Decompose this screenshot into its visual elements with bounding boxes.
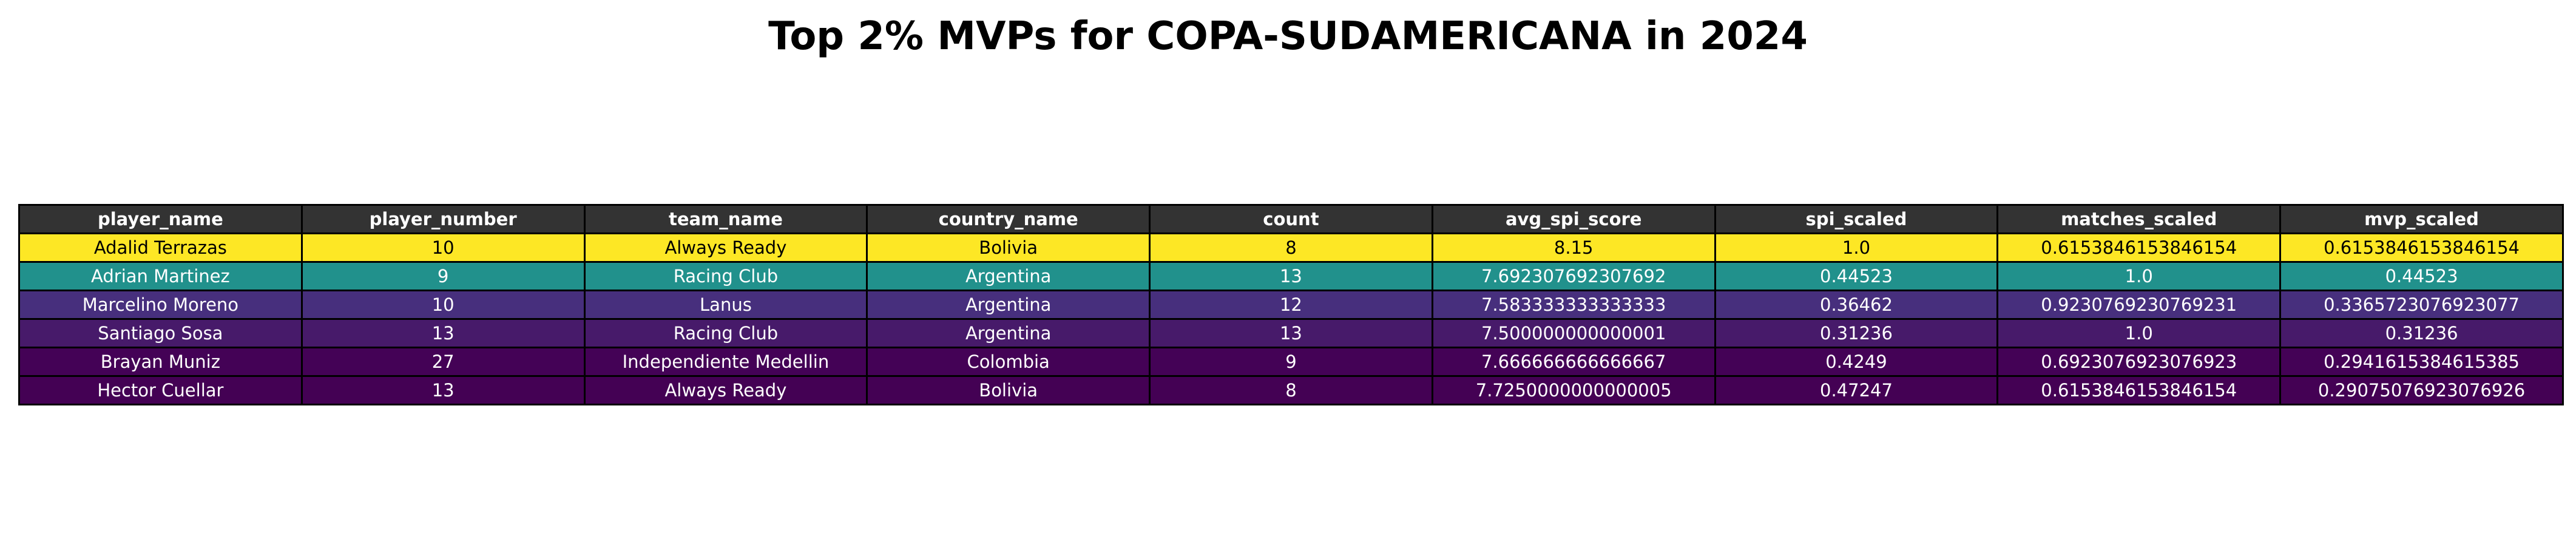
table-row: Santiago Sosa 13 Racing Club Argentina 13 7.5… xyxy=(18,318,2564,348)
table-cell-player-number: 10 xyxy=(300,232,586,263)
table-row: Adrian Martinez 9 Racing Club Argentina 13 7.… xyxy=(18,261,2564,291)
table-cell-country-name: Argentina xyxy=(866,290,1151,320)
table-cell-spi-scaled: 0.47247 xyxy=(1714,375,1999,405)
table-cell-mvp-scaled: 0.2941615384615385 xyxy=(2279,347,2564,377)
column-header-count: count xyxy=(1149,204,1433,234)
table-cell-spi-scaled: 1.0 xyxy=(1714,232,1999,263)
table-cell-matches-scaled: 0.6923076923076923 xyxy=(1996,347,2282,377)
table-cell-country-name: Bolivia xyxy=(866,375,1151,405)
table-cell-spi-scaled: 0.4249 xyxy=(1714,347,1999,377)
table-cell-matches-scaled: 0.6153846153846154 xyxy=(1996,375,2282,405)
table-cell-country-name: Colombia xyxy=(866,347,1151,377)
table-row: Adalid Terrazas 10 Always Ready Bolivia 8 8.1… xyxy=(18,232,2564,263)
table-cell-team-name: Lanus xyxy=(583,290,868,320)
table-cell-avg-spi-score: 7.583333333333333 xyxy=(1431,290,1716,320)
table-cell-spi-scaled: 0.36462 xyxy=(1714,290,1999,320)
table-cell-player-name: Brayan Muniz xyxy=(18,347,303,377)
table-cell-player-name: Marcelino Moreno xyxy=(18,290,303,320)
table-cell-matches-scaled: 0.6153846153846154 xyxy=(1996,232,2282,263)
table-cell-player-name: Adrian Martinez xyxy=(18,261,303,291)
table-cell-matches-scaled: 1.0 xyxy=(1996,318,2282,348)
table-cell-player-name: Adalid Terrazas xyxy=(18,232,303,263)
column-header-spi-scaled: spi_scaled xyxy=(1714,204,1999,234)
column-header-matches-scaled: matches_scaled xyxy=(1996,204,2282,234)
table-cell-player-number: 27 xyxy=(300,347,586,377)
table-cell-matches-scaled: 0.9230769230769231 xyxy=(1996,290,2282,320)
column-header-player-number: player_number xyxy=(300,204,586,234)
table-cell-country-name: Bolivia xyxy=(866,232,1151,263)
table-row: Hector Cuellar 13 Always Ready Bolivia 8 7.72… xyxy=(18,375,2564,405)
table-row: Brayan Muniz 27 Independiente Medellin Colo… xyxy=(18,347,2564,377)
table-cell-mvp-scaled: 0.29075076923076926 xyxy=(2279,375,2564,405)
column-header-mvp-scaled: mvp_scaled xyxy=(2279,204,2564,234)
table-cell-count: 12 xyxy=(1149,290,1433,320)
table-cell-player-number: 10 xyxy=(300,290,586,320)
table-cell-avg-spi-score: 7.692307692307692 xyxy=(1431,261,1716,291)
column-header-player-name: player_name xyxy=(18,204,303,234)
table-cell-mvp-scaled: 0.3365723076923077 xyxy=(2279,290,2564,320)
table-cell-count: 8 xyxy=(1149,375,1433,405)
table-row: Marcelino Moreno 10 Lanus Argentina 12 7.5833… xyxy=(18,290,2564,320)
table-cell-player-name: Santiago Sosa xyxy=(18,318,303,348)
table-cell-spi-scaled: 0.44523 xyxy=(1714,261,1999,291)
table-cell-player-number: 13 xyxy=(300,318,586,348)
table-cell-team-name: Always Ready xyxy=(583,232,868,263)
column-header-avg-spi-score: avg_spi_score xyxy=(1431,204,1716,234)
table-cell-player-number: 9 xyxy=(300,261,586,291)
column-header-team-name: team_name xyxy=(583,204,868,234)
table-cell-matches-scaled: 1.0 xyxy=(1996,261,2282,291)
table-cell-avg-spi-score: 7.7250000000000005 xyxy=(1431,375,1716,405)
table-cell-player-name: Hector Cuellar xyxy=(18,375,303,405)
table-cell-mvp-scaled: 0.44523 xyxy=(2279,261,2564,291)
table-cell-team-name: Independiente Medellin xyxy=(583,347,868,377)
table-cell-country-name: Argentina xyxy=(866,261,1151,291)
table-body: Adalid Terrazas 10 Always Ready Bolivia 8 8.1… xyxy=(18,232,2564,405)
table-cell-count: 8 xyxy=(1149,232,1433,263)
table-cell-mvp-scaled: 0.31236 xyxy=(2279,318,2564,348)
table-cell-avg-spi-score: 7.500000000000001 xyxy=(1431,318,1716,348)
table-cell-avg-spi-score: 7.666666666666667 xyxy=(1431,347,1716,377)
column-header-country-name: country_name xyxy=(866,204,1151,234)
table-header-row: player_name player_number team_name country… xyxy=(18,204,2564,234)
table-cell-count: 9 xyxy=(1149,347,1433,377)
table-cell-team-name: Racing Club xyxy=(583,261,868,291)
chart-title: Top 2% MVPs for COPA-SUDAMERICANA in 202… xyxy=(768,14,1808,59)
table-cell-mvp-scaled: 0.6153846153846154 xyxy=(2279,232,2564,263)
table-cell-team-name: Racing Club xyxy=(583,318,868,348)
table-cell-spi-scaled: 0.31236 xyxy=(1714,318,1999,348)
table-cell-team-name: Always Ready xyxy=(583,375,868,405)
table-cell-country-name: Argentina xyxy=(866,318,1151,348)
mvp-table: player_name player_number team_name country… xyxy=(18,204,2564,405)
table-cell-player-number: 13 xyxy=(300,375,586,405)
table-cell-count: 13 xyxy=(1149,261,1433,291)
table-cell-count: 13 xyxy=(1149,318,1433,348)
table-cell-avg-spi-score: 8.15 xyxy=(1431,232,1716,263)
